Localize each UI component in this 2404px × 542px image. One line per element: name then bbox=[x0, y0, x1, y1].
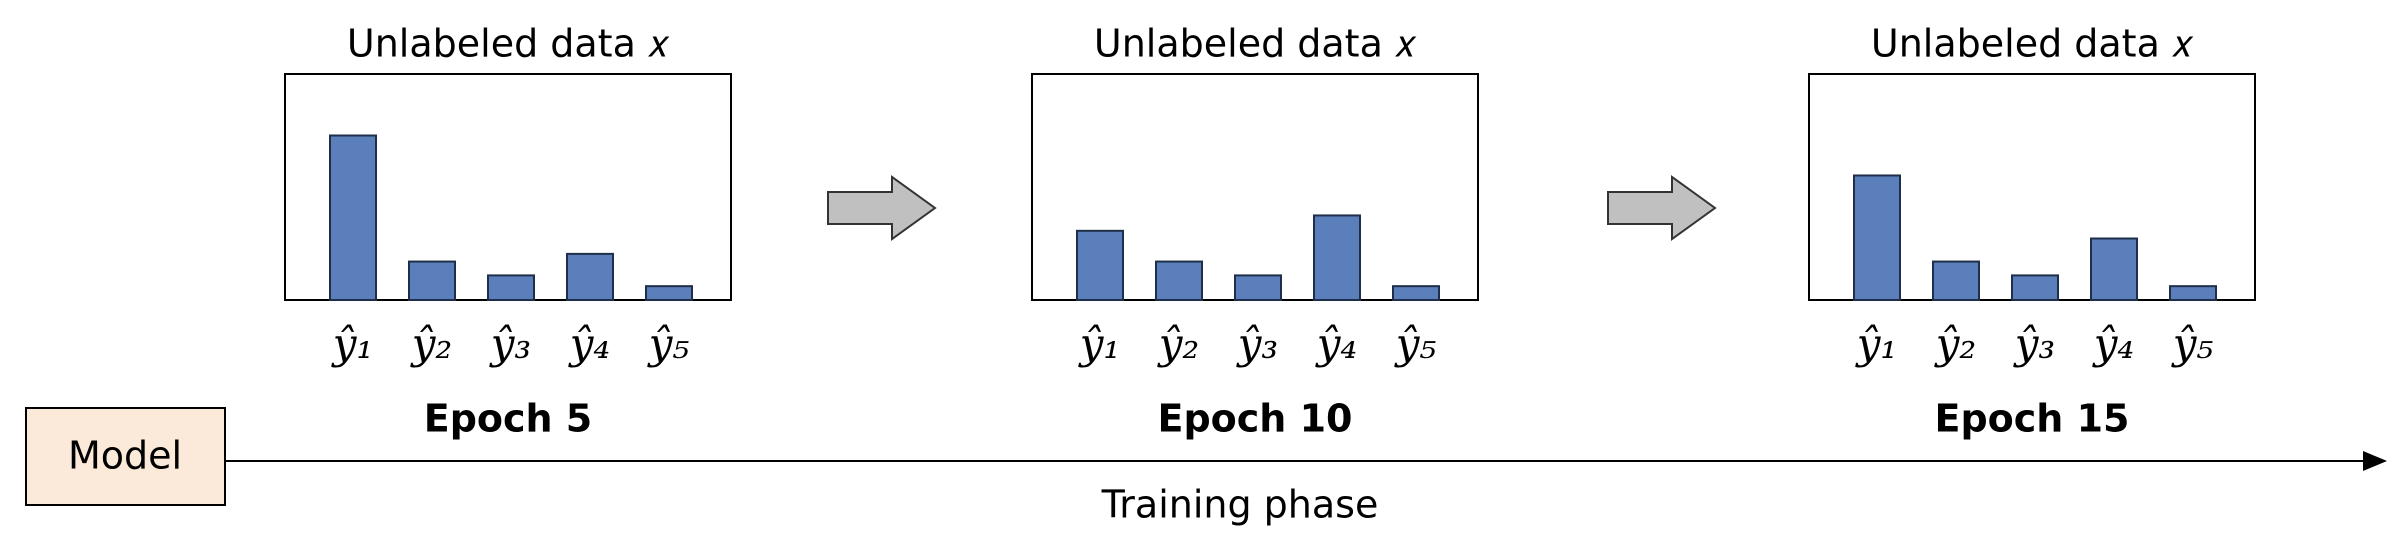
axis-label: Training phase bbox=[1101, 483, 1379, 527]
bar bbox=[408, 260, 456, 302]
x-tick-label: ŷ₁ bbox=[1855, 319, 1898, 368]
bar bbox=[329, 134, 377, 301]
x-tick-label: ŷ₄ bbox=[1315, 319, 1358, 368]
bar bbox=[1313, 214, 1361, 301]
x-tick-label: ŷ₅ bbox=[647, 319, 690, 368]
chart-title: Unlabeled data 𝑥 bbox=[1094, 22, 1417, 66]
bar bbox=[1853, 174, 1901, 301]
x-tick-label: ŷ₄ bbox=[2092, 319, 2135, 368]
epoch-label: Epoch 10 bbox=[1158, 397, 1353, 441]
bar bbox=[1076, 229, 1124, 301]
x-tick-label: ŷ₅ bbox=[1394, 319, 1437, 368]
step-arrow bbox=[1607, 175, 1717, 241]
x-tick-label: ŷ₂ bbox=[1157, 319, 1200, 368]
epoch-label: Epoch 5 bbox=[424, 397, 593, 441]
x-tick-label: ŷ₅ bbox=[2171, 319, 2214, 368]
model-label: Model bbox=[68, 434, 182, 478]
bar bbox=[1155, 260, 1203, 302]
bar bbox=[1932, 260, 1980, 302]
x-tick-label: ŷ₂ bbox=[410, 319, 453, 368]
bar bbox=[1392, 285, 1440, 302]
x-tick-label: ŷ₃ bbox=[489, 319, 532, 368]
x-tick-label: ŷ₁ bbox=[1078, 319, 1121, 368]
x-tick-label: ŷ₂ bbox=[1934, 319, 1977, 368]
epoch-label: Epoch 15 bbox=[1935, 397, 2130, 441]
x-tick-label: ŷ₄ bbox=[568, 319, 611, 368]
x-tick-label: ŷ₃ bbox=[1236, 319, 1279, 368]
bar bbox=[566, 252, 614, 301]
bar bbox=[645, 285, 693, 302]
bar bbox=[487, 274, 535, 302]
chart-title: Unlabeled data 𝑥 bbox=[1871, 22, 2194, 66]
bar bbox=[1234, 274, 1282, 302]
bar bbox=[2011, 274, 2059, 302]
bar bbox=[2090, 237, 2138, 301]
bar bbox=[2169, 285, 2217, 302]
x-tick-label: ŷ₃ bbox=[2013, 319, 2056, 368]
x-tick-label: ŷ₁ bbox=[331, 319, 374, 368]
chart-title: Unlabeled data 𝑥 bbox=[347, 22, 670, 66]
model-box bbox=[25, 407, 226, 506]
step-arrow bbox=[827, 175, 937, 241]
